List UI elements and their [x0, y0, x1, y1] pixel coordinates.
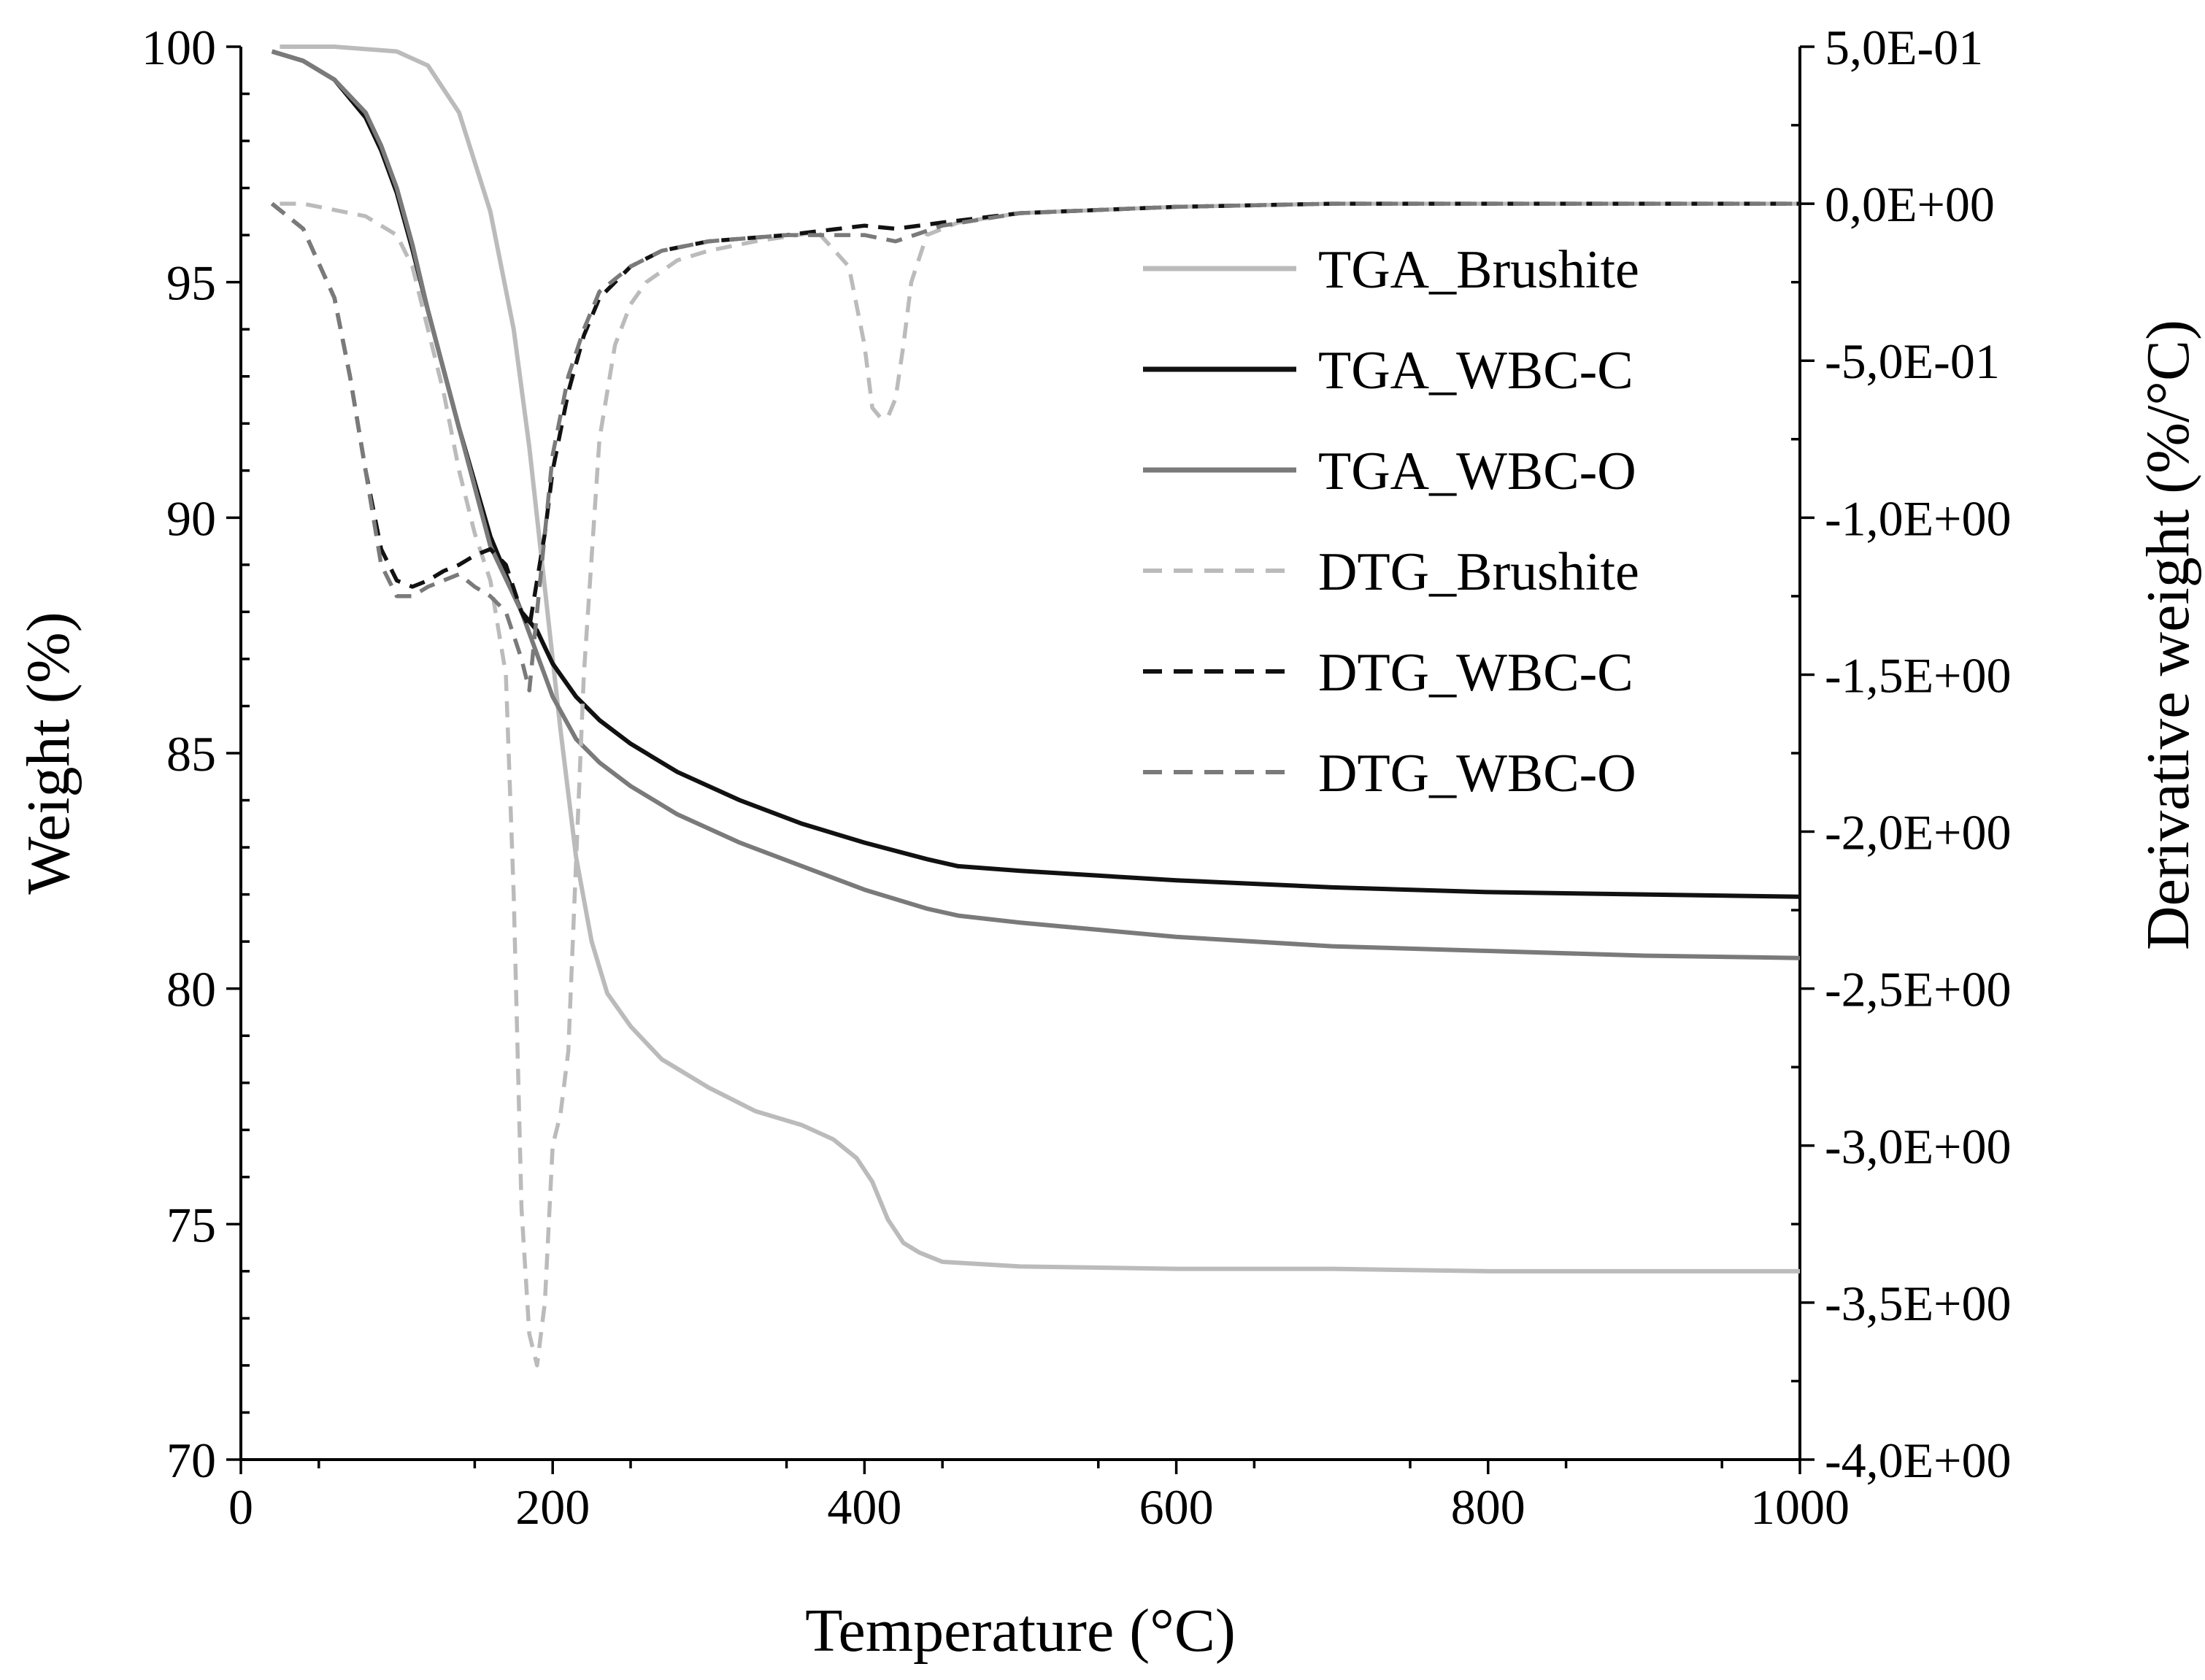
y-axis-title: Weight (%)	[15, 612, 82, 894]
y-tick-label: 95	[166, 255, 216, 311]
y2-tick-label: 0,0E+00	[1825, 177, 1995, 232]
x-tick-label: 0	[228, 1479, 253, 1535]
y2-tick-label: -1,5E+00	[1825, 647, 2012, 703]
legend-label: TGA_WBC-O	[1318, 442, 1636, 501]
x-axis-title: Temperature (°C)	[805, 1597, 1236, 1665]
y2-tick-label: 5,0E-01	[1825, 20, 1983, 75]
legend-label: DTG_Brushite	[1318, 542, 1639, 602]
series-line-tga-wbc-o	[271, 49, 1801, 960]
series-line-dtg-wbc-o	[270, 201, 1800, 693]
y-tick-label: 85	[166, 726, 216, 782]
y2-tick-label: -3,0E+00	[1825, 1119, 2012, 1174]
x-tick-label: 600	[1139, 1479, 1214, 1535]
legend: TGA_Brushite TGA_WBC-C TGA_WBC-O DTG_Brushi…	[1143, 240, 1639, 804]
y-tick-label: 70	[166, 1433, 216, 1488]
legend-label: TGA_Brushite	[1318, 240, 1639, 300]
y2-axis-title: Derivative weight (%/°C)	[2134, 320, 2202, 950]
y2-tick-label: -4,0E+00	[1825, 1433, 2012, 1488]
series-line-dtg-brushite	[280, 201, 1800, 1368]
legend-label: TGA_WBC-C	[1318, 341, 1633, 401]
y-tick-label: 90	[166, 490, 216, 546]
legend-label: DTG_WBC-O	[1318, 744, 1636, 804]
x-tick-label: 400	[827, 1479, 901, 1535]
y2-tick-label: -1,0E+00	[1825, 490, 2012, 546]
x-tick-label: 800	[1451, 1479, 1525, 1535]
legend-label: DTG_WBC-C	[1318, 643, 1633, 703]
y-tick-label: 80	[166, 962, 216, 1017]
y-tick-label: 75	[166, 1197, 216, 1252]
y-tick-label: 100	[142, 20, 216, 75]
y2-tick-label: -2,0E+00	[1825, 805, 2012, 860]
ticks-layer: 0 200 400 600 800 1000 70 75 80 85 90 95 100 5,0E-01 0…	[142, 20, 2012, 1535]
y2-tick-label: -5,0E-01	[1825, 334, 2000, 389]
x-tick-label: 200	[515, 1479, 590, 1535]
x-tick-label: 1000	[1750, 1479, 1850, 1535]
series-line-tga-brushite	[280, 45, 1800, 1274]
y2-tick-label: -3,5E+00	[1825, 1276, 2012, 1331]
y2-tick-label: -2,5E+00	[1825, 962, 2012, 1017]
series-layer	[270, 45, 1801, 1368]
